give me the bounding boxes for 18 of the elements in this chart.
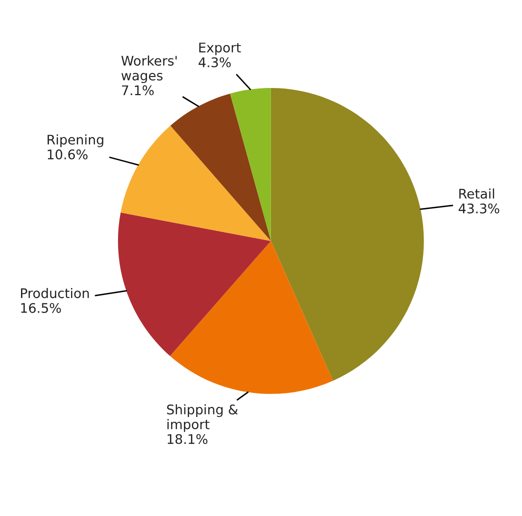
pie-slice: [170, 240, 334, 394]
slice-label: Production: [21, 288, 89, 298]
slice-label: Ripening: [48, 134, 104, 148]
slice-label: Shipping & import: [167, 404, 238, 432]
data-label: 4.3%: [198, 57, 231, 68]
slice-label: Workers' wages: [121, 56, 177, 84]
data-label: 7.1%: [122, 85, 154, 96]
pie-slice: [170, 94, 271, 241]
data-label: 43.3%: [458, 203, 500, 214]
pie-slice: [118, 212, 271, 356]
slice-label: Retail: [459, 188, 494, 199]
data-label: 16.5%: [21, 302, 61, 313]
pie-slice: [120, 126, 271, 241]
slice-label: Export: [199, 42, 241, 56]
data-label: 18.1%: [168, 434, 208, 444]
pie-slice: [230, 88, 271, 241]
pie-slice: [270, 88, 424, 381]
data-label: 10.6%: [48, 149, 88, 160]
